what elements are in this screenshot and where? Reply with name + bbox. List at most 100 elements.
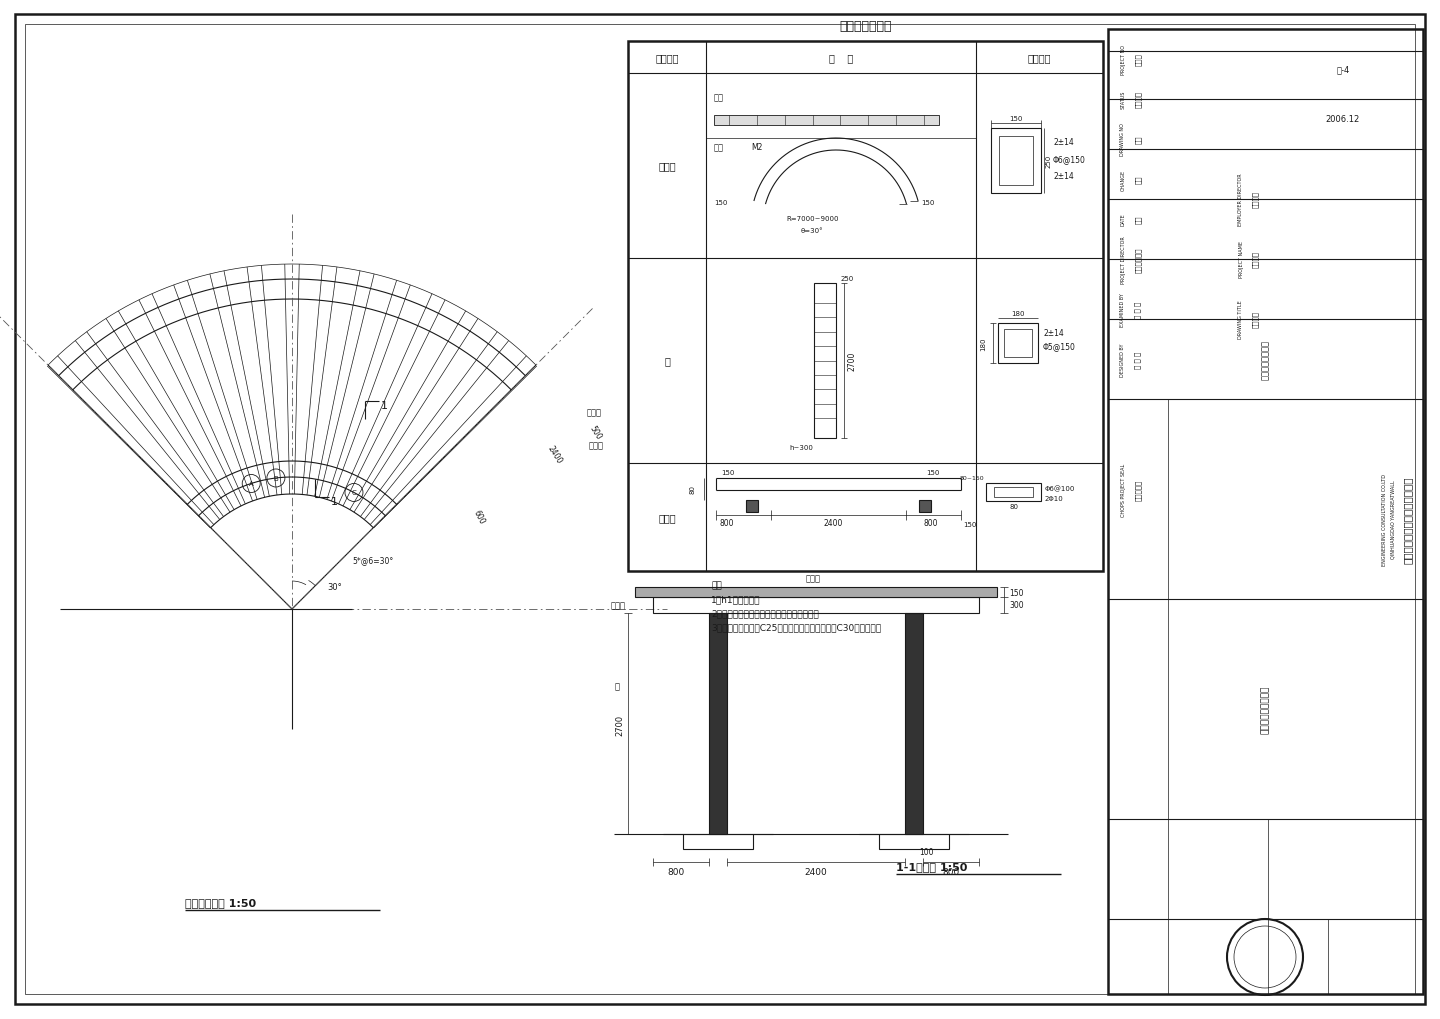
Text: θ=30°: θ=30° xyxy=(801,228,824,233)
Text: 150: 150 xyxy=(1009,588,1024,597)
Text: 柱: 柱 xyxy=(664,357,670,366)
Text: 构件名称: 构件名称 xyxy=(655,53,678,63)
Text: PROJECT NAME: PROJECT NAME xyxy=(1238,242,1244,278)
Text: 花架梁: 花架梁 xyxy=(611,601,626,610)
Text: 设 计 人: 设 计 人 xyxy=(1135,351,1142,368)
Text: DATE: DATE xyxy=(1120,213,1126,226)
Text: 150: 150 xyxy=(926,470,939,476)
Text: 150: 150 xyxy=(922,200,935,206)
Text: 2、花架梁上埋件位置按花架各扇扇对应设置: 2、花架梁上埋件位置按花架各扇扇对应设置 xyxy=(711,608,819,618)
Text: EMPLOYER DIRECTOR: EMPLOYER DIRECTOR xyxy=(1238,173,1244,226)
Text: 150: 150 xyxy=(714,200,727,206)
Text: B: B xyxy=(274,476,278,482)
Text: 设计总负责人: 设计总负责人 xyxy=(1135,247,1142,272)
Text: 80~150: 80~150 xyxy=(959,476,984,481)
Text: 花架梁: 花架梁 xyxy=(658,161,675,171)
Text: 250: 250 xyxy=(1045,155,1053,168)
Text: 建-4: 建-4 xyxy=(1336,65,1349,74)
Text: 1: 1 xyxy=(331,496,338,506)
Bar xyxy=(919,500,932,513)
Text: Φ6@150: Φ6@150 xyxy=(1053,155,1086,164)
Text: 1-1剖面图 1:50: 1-1剖面图 1:50 xyxy=(896,861,968,871)
Text: 平面: 平面 xyxy=(714,143,724,152)
Text: 150: 150 xyxy=(1009,116,1022,122)
Text: EXAMINED BY: EXAMINED BY xyxy=(1120,292,1126,327)
Text: 工程名称: 工程名称 xyxy=(1251,252,1259,268)
Text: 2700: 2700 xyxy=(615,713,625,735)
Bar xyxy=(986,484,1041,501)
Bar xyxy=(714,116,939,126)
Text: 公司出图章: 公司出图章 xyxy=(1135,479,1142,500)
Bar xyxy=(994,487,1032,497)
Bar xyxy=(746,500,757,513)
Text: 断面配筋: 断面配筋 xyxy=(1028,53,1051,63)
Bar xyxy=(991,128,1041,194)
Text: 1: 1 xyxy=(382,400,387,411)
Text: 花架梁: 花架梁 xyxy=(589,440,603,449)
Text: 工程号: 工程号 xyxy=(1135,54,1142,66)
Text: ENGINEERING CONSULTATION CO.LTD: ENGINEERING CONSULTATION CO.LTD xyxy=(1382,474,1388,566)
Text: 2700: 2700 xyxy=(847,352,855,371)
Text: 3、花架梁、柱采用C25混凝土预制，花架柱采用C30混凝土预制: 3、花架梁、柱采用C25混凝土预制，花架柱采用C30混凝土预制 xyxy=(711,623,881,632)
Text: 300: 300 xyxy=(1009,601,1024,610)
Text: 简    图: 简 图 xyxy=(829,53,852,63)
Bar xyxy=(708,613,727,835)
Text: 150: 150 xyxy=(721,470,734,476)
Text: 日期: 日期 xyxy=(1135,216,1142,224)
Text: 800: 800 xyxy=(923,519,937,528)
Bar xyxy=(998,324,1038,364)
Text: 花架条: 花架条 xyxy=(806,574,821,583)
Text: 建设单位: 建设单位 xyxy=(1251,192,1259,208)
Text: 2400: 2400 xyxy=(824,519,842,528)
Text: 2±14: 2±14 xyxy=(1053,172,1074,180)
Text: 30°: 30° xyxy=(327,583,341,591)
Text: 柱: 柱 xyxy=(615,682,621,691)
Text: 花架顶平面图 1:50: 花架顶平面图 1:50 xyxy=(184,897,256,907)
Text: CHANGE: CHANGE xyxy=(1120,169,1126,191)
Text: 花架构件通用表: 花架构件通用表 xyxy=(840,20,891,34)
Text: 花架条: 花架条 xyxy=(586,408,602,417)
Text: M2: M2 xyxy=(752,143,762,152)
Bar xyxy=(878,835,949,849)
Text: 图纸名称: 图纸名称 xyxy=(1251,311,1259,328)
Text: 图纸类别: 图纸类别 xyxy=(1135,92,1142,108)
Text: 5*@6=30°: 5*@6=30° xyxy=(351,555,393,565)
Text: 审 核 人: 审 核 人 xyxy=(1135,301,1142,318)
Bar xyxy=(1004,330,1032,358)
Text: 图号: 图号 xyxy=(1135,136,1142,144)
Text: 广场花架平、剖面图: 广场花架平、剖面图 xyxy=(1260,685,1270,734)
Text: 800: 800 xyxy=(942,867,959,876)
Text: 250: 250 xyxy=(841,276,854,281)
Text: 80: 80 xyxy=(688,485,696,494)
Text: 80: 80 xyxy=(1009,503,1018,510)
Text: 2±14: 2±14 xyxy=(1053,138,1074,147)
Text: 100: 100 xyxy=(919,847,933,856)
Text: PROJECT DIRECTOR: PROJECT DIRECTOR xyxy=(1120,235,1126,283)
Bar xyxy=(999,137,1032,185)
Text: PROJECT NO: PROJECT NO xyxy=(1120,45,1126,75)
Bar xyxy=(628,42,1103,572)
Text: 150: 150 xyxy=(963,522,976,528)
Text: 800: 800 xyxy=(719,519,733,528)
Text: 2Φ10: 2Φ10 xyxy=(1045,495,1064,501)
Bar xyxy=(904,613,923,835)
Text: STATUS: STATUS xyxy=(1120,91,1126,109)
Bar xyxy=(814,283,837,438)
Text: 2400: 2400 xyxy=(546,443,564,465)
Text: 修改: 修改 xyxy=(1135,175,1142,184)
Text: A: A xyxy=(249,481,253,487)
Text: DRAWING NO: DRAWING NO xyxy=(1120,123,1126,156)
Text: 600: 600 xyxy=(471,508,487,526)
Text: 秦皇岛燕长城工程咨询有限公司: 秦皇岛燕长城工程咨询有限公司 xyxy=(1403,476,1413,564)
Text: Φ5@150: Φ5@150 xyxy=(1043,341,1076,351)
Text: 剖面: 剖面 xyxy=(714,93,724,102)
Text: 秦皇岛市公路广场: 秦皇岛市公路广场 xyxy=(1260,339,1270,380)
Text: 2006.12: 2006.12 xyxy=(1326,115,1361,124)
Text: DESIGNED BY: DESIGNED BY xyxy=(1120,343,1126,376)
Text: 1、h1为基础埋深: 1、h1为基础埋深 xyxy=(711,594,760,603)
Text: R=7000~9000: R=7000~9000 xyxy=(786,216,838,222)
Bar xyxy=(683,835,753,849)
Text: 2±14: 2±14 xyxy=(1043,329,1064,337)
Text: h~300: h~300 xyxy=(789,444,812,450)
Text: DRAWING TITLE: DRAWING TITLE xyxy=(1238,301,1244,339)
